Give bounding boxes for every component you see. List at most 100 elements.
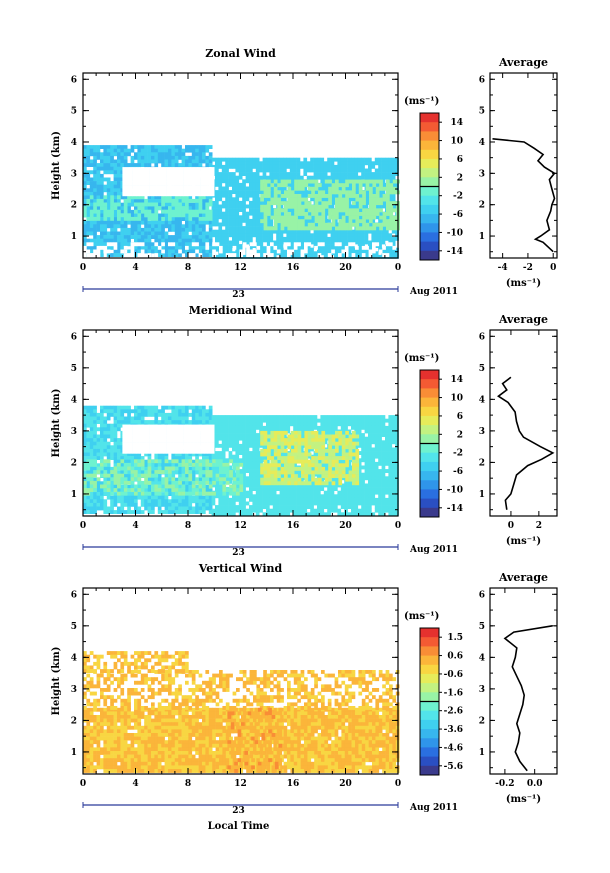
- heatmap-cell: [129, 177, 133, 182]
- heatmap-cell: [330, 415, 335, 419]
- heatmap-cell: [357, 164, 362, 169]
- heatmap-cell: [185, 502, 189, 507]
- heatmap-cell: [381, 233, 386, 238]
- heatmap-cell: [371, 429, 376, 434]
- heatmap-cell: [195, 159, 199, 164]
- heatmap-cell: [120, 181, 125, 185]
- heatmap-cell: [164, 224, 169, 229]
- heatmap-cell: [341, 249, 346, 254]
- heatmap-cell: [371, 175, 376, 180]
- heatmap-cell: [113, 463, 118, 468]
- heatmap-cell: [149, 192, 154, 197]
- heatmap-cell: [259, 161, 263, 166]
- heatmap-cell: [86, 195, 91, 200]
- heatmap-cell: [100, 166, 104, 171]
- heatmap-cell: [386, 201, 390, 206]
- heatmap-cell: [347, 161, 352, 166]
- heatmap-cell: [210, 177, 215, 182]
- heatmap-cell: [330, 161, 335, 166]
- heatmap-cell: [174, 495, 179, 500]
- heatmap-cell: [215, 433, 219, 437]
- heatmap-cell: [371, 233, 376, 238]
- heatmap-cell: [178, 405, 182, 410]
- heatmap-cell: [255, 193, 260, 198]
- heatmap-cell: [127, 253, 131, 257]
- heatmap-cell: [113, 430, 118, 435]
- heatmap-cell: [287, 222, 292, 227]
- heatmap-cell: [215, 425, 219, 430]
- heatmap-cell: [164, 245, 169, 250]
- heatmap-cell: [245, 436, 250, 441]
- heatmap-cell: [113, 445, 118, 450]
- heatmap-cell: [365, 215, 370, 220]
- heatmap-cell: [320, 197, 325, 202]
- heatmap-cell: [232, 215, 236, 220]
- heatmap-cell: [185, 416, 189, 421]
- heatmap-cell: [100, 198, 104, 203]
- heatmap-cell: [147, 238, 152, 243]
- heatmap-cell: [144, 145, 148, 149]
- heatmap-cell: [93, 159, 97, 164]
- heatmap-cell: [137, 227, 142, 232]
- heatmap-cell: [110, 448, 114, 453]
- heatmap-cell: [123, 163, 128, 167]
- heatmap-cell: [195, 510, 199, 514]
- heatmap-cell: [361, 204, 365, 209]
- heatmap-cell: [106, 470, 111, 475]
- heatmap-cell: [96, 499, 101, 504]
- heatmap-cell: [100, 184, 104, 189]
- heatmap-cell: [208, 213, 213, 218]
- heatmap-cell: [218, 211, 223, 216]
- heatmap-cell: [185, 231, 189, 236]
- heatmap-cell: [154, 159, 159, 164]
- heatmap-cell: [137, 152, 142, 157]
- heatmap-cell: [161, 148, 165, 153]
- heatmap-cell: [323, 247, 328, 252]
- heatmap-cell: [142, 181, 147, 186]
- heatmap-cell: [134, 195, 138, 200]
- heatmap-cell: [147, 495, 152, 500]
- heatmap-cell: [211, 215, 216, 220]
- heatmap-cell: [151, 159, 155, 164]
- heatmap-cell: [164, 463, 169, 468]
- heatmap-cell: [276, 179, 280, 184]
- heatmap-cell: [255, 168, 260, 173]
- heatmap-cell: [379, 226, 383, 231]
- heatmap-cell: [225, 193, 229, 198]
- heatmap-cell: [86, 145, 91, 149]
- heatmap-cell: [293, 236, 297, 241]
- heatmap-cell: [154, 253, 159, 257]
- heatmap-cell: [200, 185, 205, 189]
- heatmap-cell: [238, 229, 243, 234]
- heatmap-cell: [371, 164, 376, 169]
- heatmap-cell: [96, 170, 101, 175]
- heatmap-cell: [351, 236, 355, 241]
- heatmap-cell: [129, 167, 133, 171]
- heatmap-cell: [385, 429, 389, 434]
- heatmap-cell: [96, 445, 101, 450]
- heatmap-cell: [137, 484, 142, 489]
- heatmap-cell: [191, 245, 196, 250]
- heatmap-cell: [147, 209, 152, 214]
- heatmap-cell: [96, 213, 101, 218]
- heatmap-cell: [352, 194, 356, 198]
- heatmap-cell: [174, 227, 179, 232]
- heatmap-cell: [228, 182, 233, 187]
- heatmap-cell: [321, 215, 326, 220]
- heatmap-cell: [198, 152, 203, 157]
- heatmap-cell: [156, 177, 161, 182]
- heatmap-cell: [83, 159, 87, 164]
- heatmap-cell: [140, 148, 145, 153]
- heatmap-cell: [304, 242, 308, 247]
- heatmap-cell: [149, 174, 154, 179]
- heatmap-cell: [149, 181, 154, 186]
- heatmap-cell: [252, 229, 257, 234]
- heatmap-cell: [337, 179, 342, 184]
- heatmap-cell: [300, 433, 304, 437]
- heatmap-cell: [269, 208, 274, 212]
- heatmap-cell: [130, 249, 135, 254]
- heatmap-cell: [242, 190, 246, 194]
- heatmap-cell: [262, 175, 267, 180]
- heatmap-cell: [286, 415, 291, 419]
- heatmap-cell: [344, 157, 348, 162]
